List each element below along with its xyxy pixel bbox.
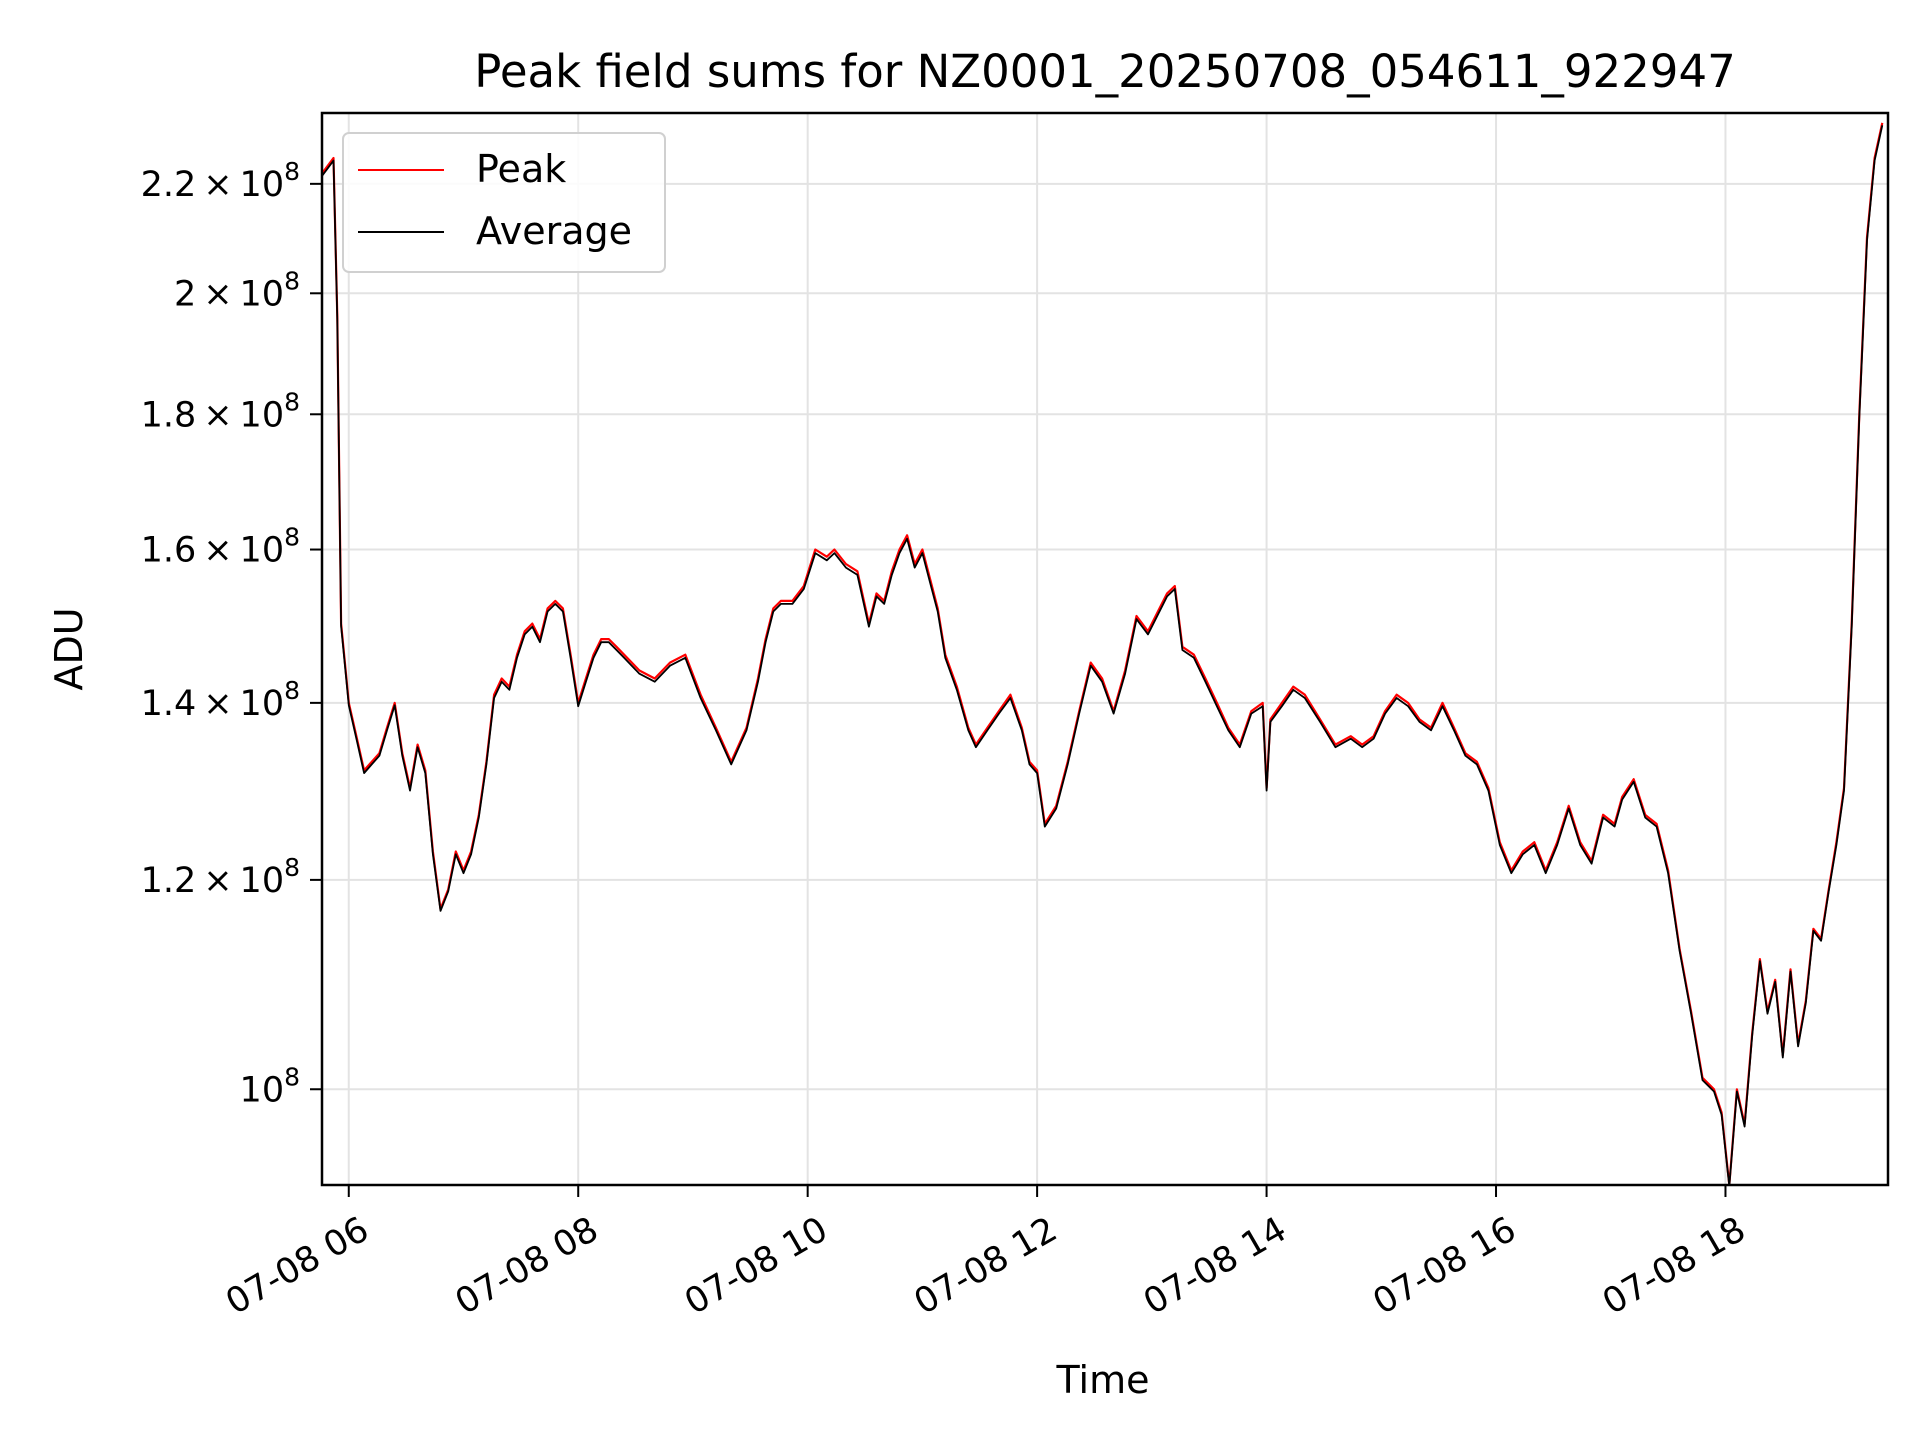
plot-frame	[320, 111, 1890, 1187]
series-lines	[322, 122, 1884, 1185]
legend-average-label: Average	[476, 209, 632, 253]
y-tick-label: 1.2 × 108	[141, 853, 300, 901]
legend-peak-label: Peak	[476, 147, 566, 191]
axis-ticks	[310, 182, 1727, 1197]
legend-box	[342, 132, 666, 273]
y-tick-label: 1.6 × 108	[141, 523, 300, 571]
y-tick-label: 1.4 × 108	[141, 676, 300, 724]
chart-title: Peak field sums for NZ0001_20250708_0546…	[474, 45, 1735, 98]
x-axis-label: Time	[1056, 1358, 1150, 1402]
y-tick-label: 1.8 × 108	[141, 387, 300, 435]
y-tick-label: 2.2 × 108	[141, 157, 300, 205]
y-axis-label: ADU	[47, 607, 91, 690]
grid-lines	[322, 113, 1888, 1185]
series-line-average	[322, 125, 1884, 1185]
legend: Peak Average	[342, 132, 666, 273]
y-tick-label: 2 × 108	[174, 266, 300, 314]
